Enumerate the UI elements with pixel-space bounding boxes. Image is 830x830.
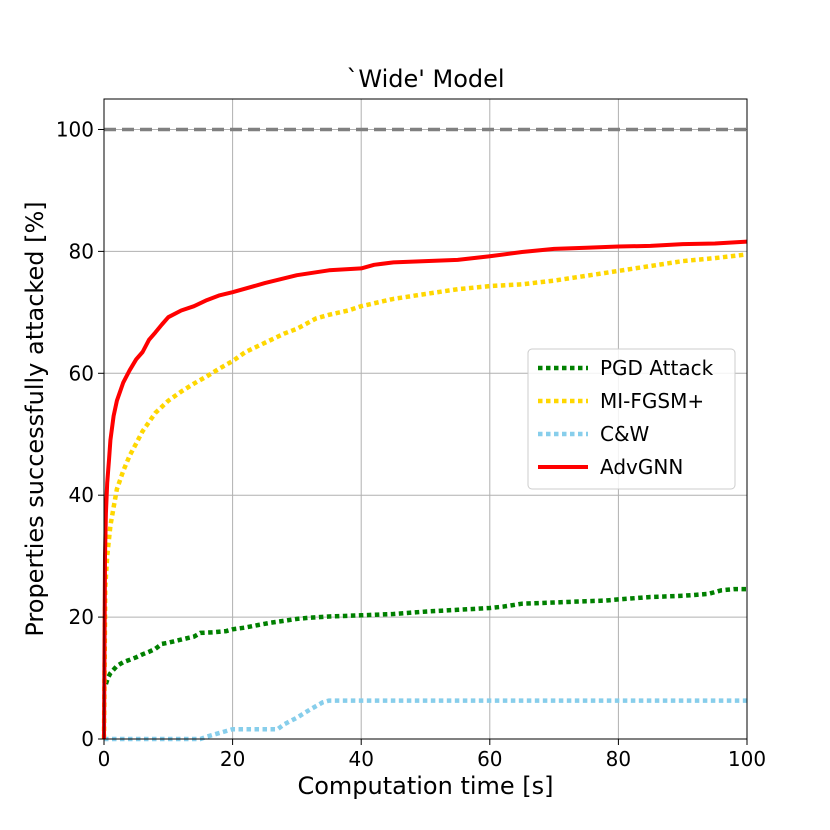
x-axis-label: Computation time [s] [297,772,553,800]
x-tick-label: 20 [220,747,245,771]
y-tick-label: 20 [69,605,94,629]
legend-label: AdvGNN [600,455,683,479]
legend-box [527,348,736,490]
series-layer [101,127,748,742]
y-axis-label: Properties successfully attacked [%] [21,201,49,636]
legend-label: PGD Attack [600,356,714,380]
x-tick-label: 80 [606,747,631,771]
series-line-pgd-attack [103,586,747,685]
x-tick-label: 40 [348,747,373,771]
chart-title: `Wide' Model [346,65,504,93]
y-tick-label: 60 [69,361,94,385]
legend: PGD Attack MI-FGSM+ C&W AdvGNN [527,348,736,490]
y-tick-label: 40 [69,483,94,507]
x-tick-label: 60 [477,747,502,771]
y-tick-label: 100 [56,117,94,141]
y-tick-label: 80 [69,239,94,263]
plot-frame [103,98,748,740]
x-tick-label: 100 [728,747,766,771]
x-tick-label: 0 [98,747,111,771]
series-line-advgnn [102,239,748,740]
legend-label: MI-FGSM+ [600,389,704,413]
legend-label: C&W [600,422,650,446]
series-line-c-w [104,698,747,742]
y-tick-label: 0 [81,727,94,751]
axis-ticks: 0 20 40 60 80 100 0 20 40 60 80 100 [56,117,766,771]
